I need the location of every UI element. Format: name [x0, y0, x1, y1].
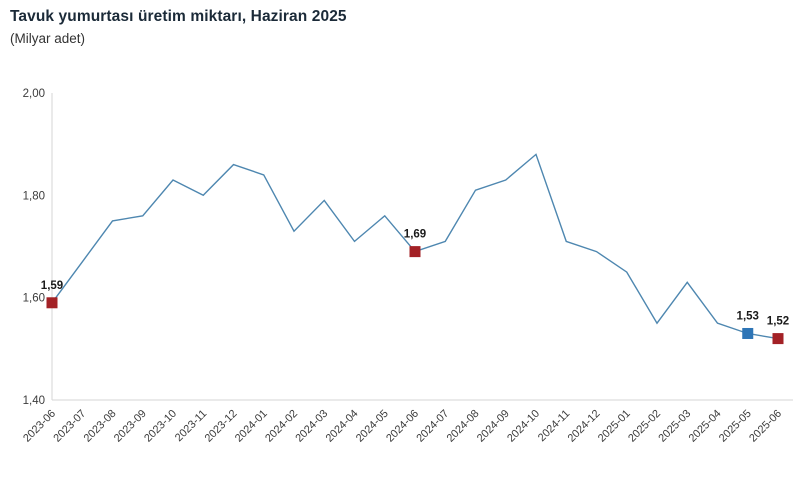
data-point-marker [409, 246, 421, 258]
x-axis-tick-label: 2024-04 [324, 408, 361, 445]
y-axis-tick-label: 1,80 [23, 190, 45, 202]
y-axis-tick-label: 2,00 [23, 88, 45, 100]
x-axis-tick-label: 2024-06 [384, 408, 421, 445]
data-point-label: 1,52 [767, 316, 789, 328]
x-axis-tick-label: 2024-01 [233, 408, 270, 445]
x-axis-tick-label: 2023-10 [142, 408, 179, 445]
chart-title: Tavuk yumurtası üretim miktarı, Haziran … [10, 8, 347, 25]
x-axis-tick-label: 2025-05 [717, 408, 754, 445]
x-axis-tick-label: 2023-09 [112, 408, 149, 445]
x-axis-tick-label: 2023-07 [51, 408, 88, 445]
x-axis-tick-label: 2025-01 [596, 408, 633, 445]
x-axis-tick-label: 2024-05 [354, 408, 391, 445]
x-axis-tick-label: 2024-02 [263, 408, 300, 445]
x-axis-tick-label: 2023-12 [203, 408, 240, 445]
data-point-label: 1,69 [404, 229, 426, 241]
x-axis-tick-label: 2024-08 [445, 408, 482, 445]
y-axis-tick-label: 1,60 [23, 293, 45, 305]
x-axis-tick-label: 2025-02 [626, 408, 663, 445]
x-axis-tick-label: 2025-03 [656, 408, 693, 445]
x-axis-tick-label: 2024-03 [293, 408, 330, 445]
x-axis-tick-label: 2024-07 [414, 408, 451, 445]
data-point-marker [46, 297, 58, 309]
data-point-marker [772, 333, 784, 345]
chart-subtitle: (Milyar adet) [10, 31, 86, 46]
x-axis-tick-label: 2023-08 [82, 408, 119, 445]
data-point-label: 1,59 [41, 280, 63, 292]
x-axis-tick-label: 2024-10 [505, 408, 542, 445]
x-axis-tick-label: 2025-06 [747, 408, 784, 445]
y-axis-tick-label: 1,40 [23, 395, 45, 407]
data-point-label: 1,53 [737, 310, 759, 322]
x-axis-tick-label: 2024-09 [475, 408, 512, 445]
data-point-marker [742, 327, 754, 339]
x-axis-tick-label: 2023-06 [21, 408, 58, 445]
x-axis-tick-label: 2024-12 [566, 408, 603, 445]
x-axis-tick-label: 2025-04 [687, 408, 724, 445]
